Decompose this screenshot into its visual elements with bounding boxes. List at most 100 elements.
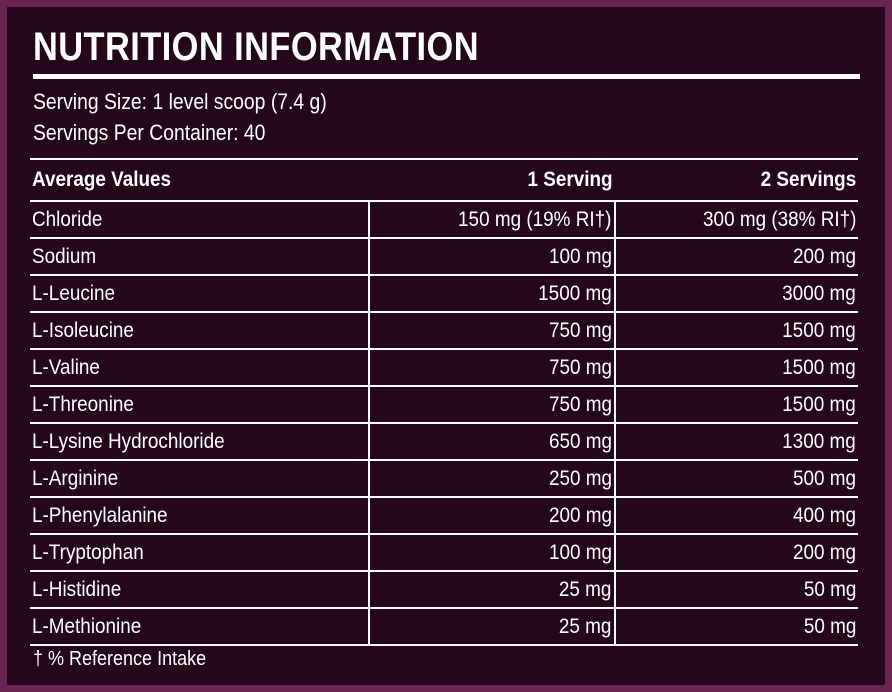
- table-cell: 750 mg: [368, 348, 615, 386]
- table-cell-text: 200 mg: [548, 503, 612, 527]
- table-cell-text: L-Histidine: [32, 577, 122, 601]
- table-cell-text: 650 mg: [548, 429, 612, 453]
- table-cell: L-Isoleucine: [30, 311, 370, 349]
- table-cell: 1500 mg: [613, 311, 858, 349]
- table-cell: 200 mg: [368, 496, 615, 534]
- table-cell: L-Tryptophan: [30, 533, 370, 571]
- header-row: Average Values 1 Serving 2 Servings: [30, 160, 858, 201]
- table-row: L-Isoleucine 750 mg 1500 mg: [30, 311, 858, 349]
- table-cell: 50 mg: [613, 607, 858, 646]
- label-panel: NUTRITION INFORMATION Serving Size: 1 le…: [7, 7, 885, 685]
- title-rule: [33, 74, 860, 79]
- table-cell-text: 400 mg: [792, 503, 856, 527]
- table-cell-text: 750 mg: [548, 355, 612, 379]
- table-row: L-Valine 750 mg 1500 mg: [30, 348, 858, 386]
- servings-per-container: Servings Per Container: 40: [33, 120, 266, 145]
- table-cell-text: Sodium: [32, 244, 97, 268]
- table-row: L-Arginine 250 mg 500 mg: [30, 459, 858, 497]
- table-cell-text: L-Leucine: [32, 281, 116, 305]
- table-row: Chloride 150 mg (19% RI†) 300 mg (38% RI†): [30, 200, 858, 238]
- table-cell: 100 mg: [368, 237, 615, 275]
- table-cell: 250 mg: [368, 459, 615, 497]
- table-cell-text: L-Lysine Hydrochloride: [32, 429, 225, 453]
- table-cell-text: 1500 mg: [782, 355, 856, 379]
- table-cell: 500 mg: [613, 459, 858, 497]
- table-cell: 25 mg: [368, 607, 615, 646]
- table-cell: 1300 mg: [613, 422, 858, 460]
- nutrition-table: Average Values 1 Serving 2 Servings Chlori…: [30, 160, 858, 646]
- table-row: L-Lysine Hydrochloride 650 mg 1300 mg: [30, 422, 858, 460]
- table-cell: Chloride: [30, 200, 370, 238]
- table-cell-text: 300 mg (38% RI†): [702, 207, 856, 231]
- table-row: L-Leucine 1500 mg 3000 mg: [30, 274, 858, 312]
- table-cell-text: 100 mg: [548, 540, 612, 564]
- table-cell: 100 mg: [368, 533, 615, 571]
- table-cell: 750 mg: [368, 311, 615, 349]
- table-cell: 25 mg: [368, 570, 615, 608]
- column-header-text: 1 Serving: [527, 168, 613, 191]
- table-cell-text: 1500 mg: [782, 392, 856, 416]
- table-cell: L-Histidine: [30, 570, 370, 608]
- table-cell: 1500 mg: [613, 348, 858, 386]
- table-cell: L-Valine: [30, 348, 370, 386]
- table-cell-text: L-Threonine: [32, 392, 134, 416]
- table-row: L-Tryptophan 100 mg 200 mg: [30, 533, 858, 571]
- table-cell: L-Leucine: [30, 274, 370, 312]
- table-row: L-Histidine 25 mg 50 mg: [30, 570, 858, 608]
- table-cell: 150 mg (19% RI†): [368, 200, 615, 238]
- column-header: 1 Serving: [369, 160, 614, 201]
- table-cell-text: 25 mg: [559, 577, 612, 601]
- table-cell: L-Methionine: [30, 607, 370, 646]
- table-cell-text: 1300 mg: [782, 429, 856, 453]
- table-cell: 650 mg: [368, 422, 615, 460]
- table-cell: 750 mg: [368, 385, 615, 423]
- table-cell: L-Phenylalanine: [30, 496, 370, 534]
- table-cell-text: 500 mg: [792, 466, 856, 490]
- table-cell: 400 mg: [613, 496, 858, 534]
- table-body: Chloride 150 mg (19% RI†) 300 mg (38% RI†)…: [30, 200, 858, 646]
- table-cell-text: L-Methionine: [32, 614, 142, 638]
- table-cell-text: 750 mg: [548, 318, 612, 342]
- table-cell: 1500 mg: [368, 274, 615, 312]
- table-cell-text: 250 mg: [548, 466, 612, 490]
- footnote: † % Reference Intake: [33, 648, 207, 670]
- table-cell-text: L-Tryptophan: [32, 540, 144, 564]
- table-cell-text: 50 mg: [803, 614, 856, 638]
- table-cell: L-Lysine Hydrochloride: [30, 422, 370, 460]
- table-cell-text: 3000 mg: [782, 281, 856, 305]
- table-rule: [30, 158, 858, 160]
- table-cell: 200 mg: [613, 237, 858, 275]
- serving-size: Serving Size: 1 level scoop (7.4 g): [33, 89, 327, 114]
- title: NUTRITION INFORMATION: [33, 25, 479, 69]
- column-header-text: 2 Servings: [760, 168, 856, 191]
- table-cell-text: L-Phenylalanine: [32, 503, 168, 527]
- table-cell-text: 100 mg: [548, 244, 612, 268]
- table-cell-text: 50 mg: [803, 577, 856, 601]
- table-cell-text: 150 mg (19% RI†): [458, 207, 612, 231]
- table-cell-text: 200 mg: [792, 540, 856, 564]
- table-cell-text: 1500 mg: [782, 318, 856, 342]
- table-row: L-Methionine 25 mg 50 mg: [30, 607, 858, 646]
- table-cell-text: L-Arginine: [32, 466, 119, 490]
- table-row: Sodium 100 mg 200 mg: [30, 237, 858, 275]
- column-header: Average Values: [30, 160, 369, 201]
- table-cell: 3000 mg: [613, 274, 858, 312]
- table-cell-text: 1500 mg: [538, 281, 612, 305]
- table-row: L-Threonine 750 mg 1500 mg: [30, 385, 858, 423]
- table-cell-text: 200 mg: [792, 244, 856, 268]
- table-cell-text: L-Valine: [32, 355, 100, 379]
- table-cell-text: L-Isoleucine: [32, 318, 134, 342]
- table-cell: L-Threonine: [30, 385, 370, 423]
- column-header: 2 Servings: [615, 160, 858, 201]
- table-cell-text: 25 mg: [559, 614, 612, 638]
- table-cell: 1500 mg: [613, 385, 858, 423]
- table-cell: 50 mg: [613, 570, 858, 608]
- table-cell: L-Arginine: [30, 459, 370, 497]
- table-cell-text: Chloride: [32, 207, 103, 231]
- column-header-text: Average Values: [32, 168, 172, 191]
- table-cell: 300 mg (38% RI†): [613, 200, 858, 238]
- table-cell: Sodium: [30, 237, 370, 275]
- table-cell-text: 750 mg: [548, 392, 612, 416]
- table-cell: 200 mg: [613, 533, 858, 571]
